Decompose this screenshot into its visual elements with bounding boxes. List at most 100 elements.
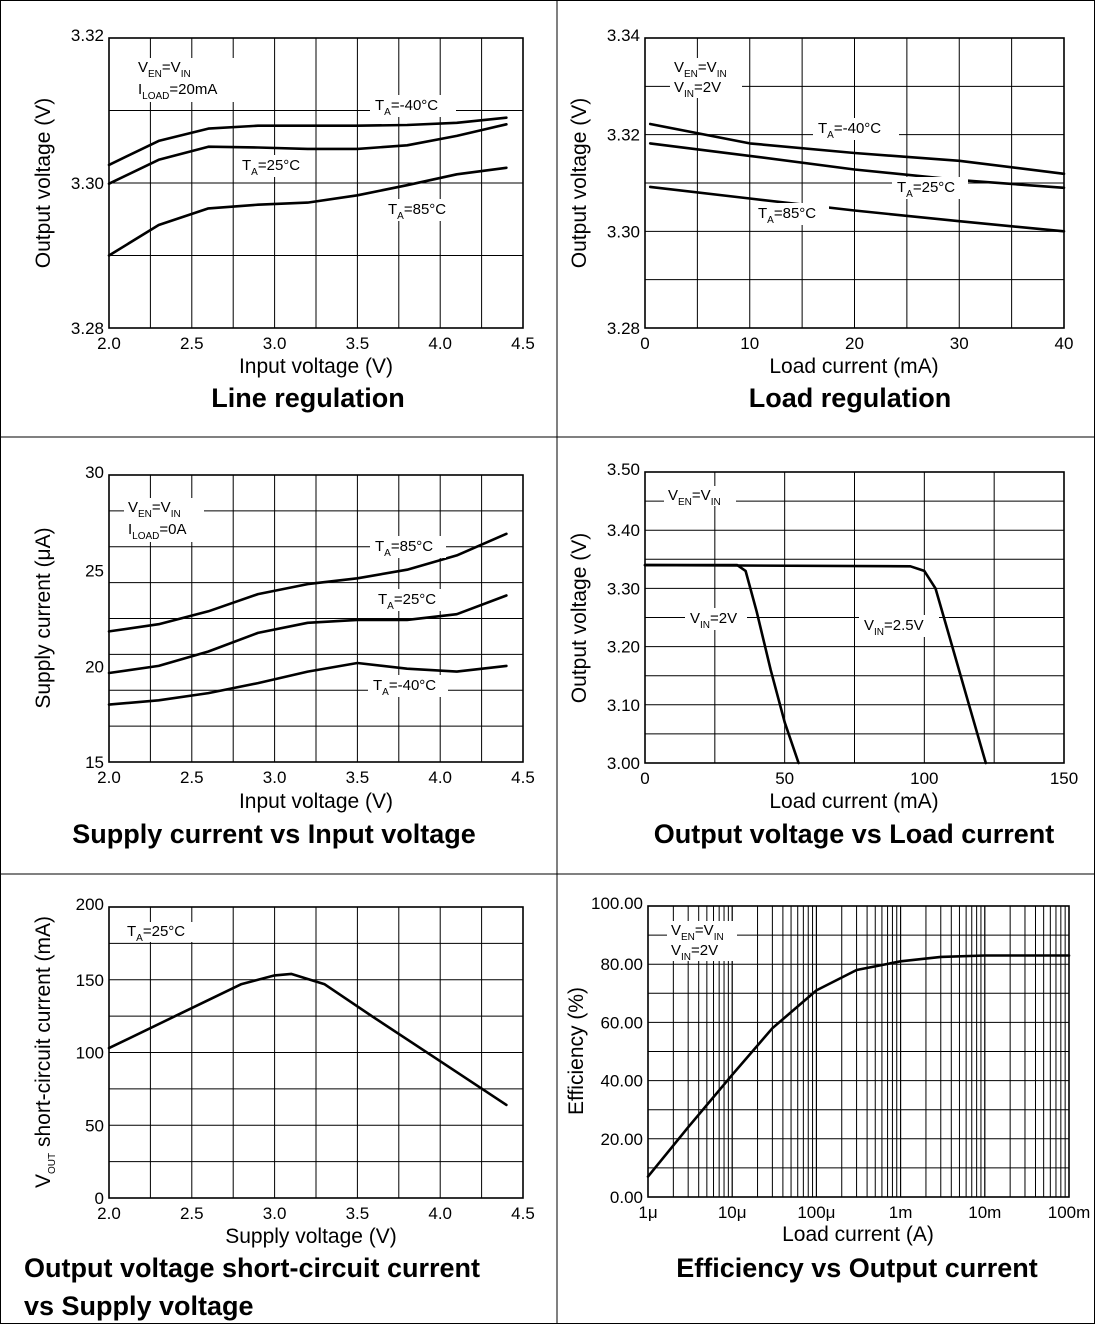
- x-tick-label: 10μ: [718, 1203, 747, 1222]
- x-tick-label: 2.0: [97, 768, 121, 787]
- y-tick-label: 3.00: [607, 754, 640, 773]
- chart-panel-1: 2.0 2.5 3.0 3.5 4.0 4.5 3.28 3.30 3.32 Input volt…: [32, 26, 535, 413]
- y-tick-label: 100: [76, 1044, 104, 1063]
- x-tick-label: 150: [1050, 769, 1078, 788]
- annotation-bg: [373, 589, 449, 611]
- chart-panel-3: 2.0 2.5 3.0 3.5 4.0 4.5 15 20 25 30 Input voltage …: [32, 463, 535, 849]
- condition-label: TA=25°C: [127, 923, 185, 944]
- grid: [645, 38, 1064, 328]
- x-tick-label: 3.0: [263, 334, 287, 353]
- x-tick-label: 100μ: [797, 1203, 835, 1222]
- plot-frame: [647, 905, 1070, 1198]
- x-tick-label: 0: [640, 769, 649, 788]
- annotation-bg: [134, 58, 234, 80]
- y-axis-label: Output voltage (V): [568, 533, 591, 703]
- x-tick-label: 100m: [1048, 1203, 1091, 1222]
- x-axis-label: Load current (mA): [769, 790, 938, 813]
- x-tick-label: 2.5: [180, 334, 204, 353]
- x-tick-label: 30: [950, 334, 969, 353]
- series-line: [107, 594, 508, 675]
- annotation-bg: [685, 608, 747, 630]
- y-tick-label: 3.20: [607, 638, 640, 657]
- y-axis-label: Output voltage (V): [32, 98, 55, 268]
- y-tick-label: 0.00: [610, 1188, 643, 1207]
- x-tick-label: 4.5: [511, 1204, 535, 1223]
- y-axis-label: Output voltage (V): [568, 98, 591, 268]
- annotation-bg: [124, 498, 204, 520]
- y-tick-label: 3.32: [607, 126, 640, 145]
- x-tick-label: 100: [910, 769, 938, 788]
- x-axis-label: Input voltage (V): [239, 790, 393, 813]
- condition-label: ILOAD=0A: [128, 521, 187, 542]
- chart-title: Efficiency vs Output current: [676, 1253, 1038, 1283]
- plot-frame: [644, 37, 1065, 329]
- annotation-bg: [670, 78, 742, 98]
- series-label: VIN=2V: [690, 610, 737, 631]
- annotation-bg: [859, 615, 939, 637]
- condition-label: VEN=VIN​: [668, 487, 721, 508]
- y-tick-label: 150: [76, 971, 104, 990]
- x-tick-label: 4.5: [511, 334, 535, 353]
- chart-title: Line regulation: [211, 383, 405, 413]
- condition-label: VEN=VIN​: [128, 499, 181, 520]
- y-tick-label: 60.00: [600, 1013, 643, 1032]
- plot-frame: [644, 471, 1065, 764]
- series-line: [648, 185, 1066, 233]
- x-tick-label: 2.5: [180, 1204, 204, 1223]
- condition-label: VIN=2V: [671, 942, 718, 963]
- y-tick-label: 0: [95, 1189, 104, 1208]
- annotation-bg: [667, 921, 737, 941]
- annotation-bg: [753, 203, 829, 225]
- x-tick-label: 40: [1055, 334, 1074, 353]
- chart-title: Supply current vs Input voltage: [72, 819, 476, 849]
- x-tick-label: 3.5: [346, 768, 370, 787]
- x-tick-label: 4.0: [428, 334, 452, 353]
- y-tick-label: 40.00: [600, 1072, 643, 1091]
- x-tick-label: 3.5: [346, 334, 370, 353]
- annotation-bg: [813, 118, 899, 140]
- series-label: TA=85°C: [388, 201, 446, 222]
- x-tick-label: 10m: [968, 1203, 1001, 1222]
- annotation-bg: [383, 199, 459, 221]
- chart-title: vs Supply voltage: [24, 1291, 254, 1321]
- x-tick-label: 1μ: [638, 1203, 657, 1222]
- y-tick-label: 3.32: [71, 26, 104, 45]
- annotation-bg: [670, 58, 742, 78]
- series-label: TA=-40°C: [373, 677, 436, 698]
- x-axis-label: Supply voltage (V): [225, 1225, 397, 1248]
- annotation-bg: [123, 922, 201, 942]
- x-axis-label: Input voltage (V): [239, 355, 393, 378]
- x-tick-label: 4.5: [511, 768, 535, 787]
- y-tick-label: 3.28: [607, 319, 640, 338]
- chart-panel-4: 0 50 100 150 3.00 3.10 3.20 3.30 3.40 3.50 Load cu…: [568, 460, 1078, 849]
- annotation-bg: [237, 155, 313, 177]
- annotation-bg: [124, 520, 204, 542]
- series-label: TA=25°C: [378, 591, 436, 612]
- annotation-bg: [892, 177, 968, 199]
- y-axis-label: Supply current (μA): [32, 527, 55, 708]
- condition-label: VEN=VIN​: [138, 59, 191, 80]
- annotation-bg: [368, 675, 448, 697]
- x-tick-label: 2.0: [97, 334, 121, 353]
- x-tick-label: 20: [845, 334, 864, 353]
- y-tick-label: 25: [85, 562, 104, 581]
- x-tick-label: 1m: [889, 1203, 913, 1222]
- x-tick-label: 4.0: [428, 1204, 452, 1223]
- chart-panel-5: 2.0 2.5 3.0 3.5 4.0 4.5 0 50 100 150 200 Supply vol…: [24, 895, 535, 1321]
- y-tick-label: 100.00: [591, 894, 643, 913]
- series-line: [107, 532, 508, 633]
- plot-frame: [108, 906, 524, 1199]
- y-tick-label: 30: [85, 463, 104, 482]
- series-line: [107, 972, 508, 1107]
- grid: [109, 907, 523, 1198]
- series-line: [643, 563, 988, 765]
- y-tick-label: 20: [85, 657, 104, 676]
- condition-label: VIN=2V: [674, 79, 721, 100]
- series-line: [107, 661, 508, 706]
- y-tick-label: 3.10: [607, 696, 640, 715]
- y-tick-label: 3.28: [71, 319, 104, 338]
- condition-label: ILOAD=20mA: [138, 81, 217, 102]
- series-label: TA=25°C: [897, 179, 955, 200]
- chart-title: Load regulation: [749, 383, 952, 413]
